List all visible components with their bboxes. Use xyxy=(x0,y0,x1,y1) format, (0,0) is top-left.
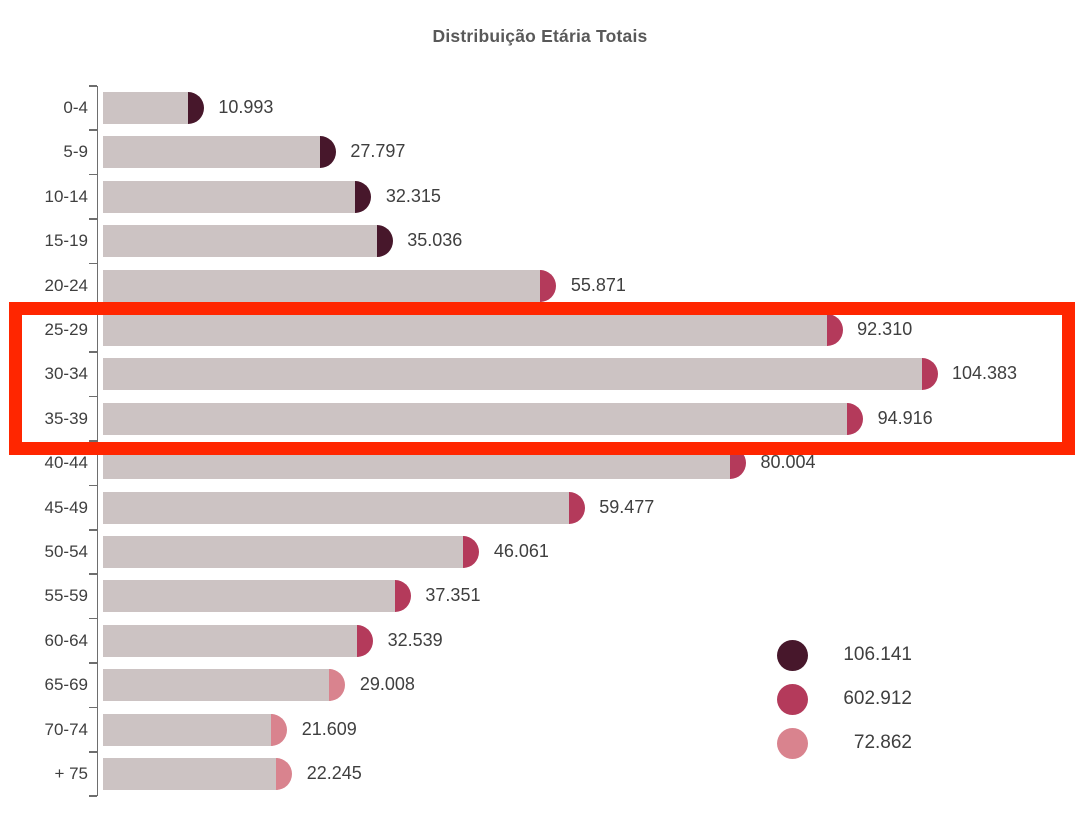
bar-cap xyxy=(463,536,480,568)
bar-cap xyxy=(921,358,938,391)
value-label: 104.383 xyxy=(952,363,1018,384)
category-label: 40-44 xyxy=(44,453,88,473)
axis-tick xyxy=(89,706,97,709)
category-label: 55-59 xyxy=(44,586,88,606)
category-label: 5-9 xyxy=(63,142,88,162)
bar xyxy=(103,580,397,613)
value-label: 92.310 xyxy=(857,319,913,339)
axis-tick xyxy=(89,262,97,265)
axis-tick xyxy=(89,573,97,575)
bar-cap xyxy=(276,758,293,790)
category-label: 60-64 xyxy=(44,630,88,650)
axis-tick xyxy=(89,795,97,797)
bar xyxy=(103,92,190,124)
axis-tick xyxy=(89,129,97,131)
bar xyxy=(103,314,829,346)
legend-swatch-dark xyxy=(777,639,808,671)
bar xyxy=(103,358,923,391)
value-label: 59.477 xyxy=(599,496,655,517)
bar-cap xyxy=(357,624,374,657)
bar xyxy=(103,180,357,213)
value-label: 21.609 xyxy=(301,718,357,739)
legend-swatch-mid xyxy=(777,683,808,715)
bar-cap xyxy=(319,136,336,169)
bar xyxy=(103,491,571,524)
category-label: 35-39 xyxy=(44,408,88,428)
axis-tick xyxy=(89,395,97,398)
bar xyxy=(103,624,359,657)
legend-value: 72.862 xyxy=(853,732,912,753)
value-label: 80.004 xyxy=(760,452,816,473)
axis-tick xyxy=(89,307,97,309)
bar-cap xyxy=(376,225,393,258)
legend: 106.141 602.912 72.862 xyxy=(777,633,912,765)
category-label: 25-29 xyxy=(44,320,88,339)
value-label: 27.797 xyxy=(350,141,406,162)
bar xyxy=(103,713,273,746)
legend-item: 602.912 xyxy=(777,677,912,721)
axis-tick xyxy=(89,662,97,664)
value-label: 29.008 xyxy=(359,674,415,695)
category-label: 10-14 xyxy=(44,186,88,206)
bar xyxy=(103,402,849,435)
value-label: 37.351 xyxy=(425,585,481,606)
axis-tick xyxy=(89,529,97,531)
bar-cap xyxy=(847,402,864,435)
bar xyxy=(103,447,732,480)
category-label: 70-74 xyxy=(44,719,88,739)
category-label: 20-24 xyxy=(44,275,88,295)
value-label: 55.871 xyxy=(570,274,626,295)
category-label: + 75 xyxy=(54,764,88,783)
value-label: 22.245 xyxy=(306,763,362,783)
legend-value: 106.141 xyxy=(843,644,912,665)
category-label: 45-49 xyxy=(44,497,88,517)
legend-value: 602.912 xyxy=(843,688,912,709)
bar-cap xyxy=(568,491,585,524)
bar xyxy=(103,136,322,169)
axis-tick xyxy=(89,85,97,87)
bar xyxy=(103,269,542,302)
bar-cap xyxy=(271,713,288,746)
value-label: 32.539 xyxy=(387,629,443,650)
axis-tick xyxy=(89,440,97,442)
value-label: 32.315 xyxy=(385,185,441,206)
category-label: 0-4 xyxy=(63,98,88,117)
axis-tick xyxy=(89,484,97,487)
axis-tick xyxy=(89,218,97,220)
value-label: 46.061 xyxy=(493,541,549,561)
value-label: 10.993 xyxy=(218,97,274,117)
legend-item: 72.862 xyxy=(777,721,912,765)
bar-cap xyxy=(187,92,204,124)
axis-tick xyxy=(89,751,97,753)
legend-item: 106.141 xyxy=(777,633,912,677)
value-label: 94.916 xyxy=(877,407,933,428)
y-axis-line xyxy=(96,85,99,797)
category-label: 15-19 xyxy=(44,231,88,251)
category-label: 30-34 xyxy=(44,364,88,384)
bar-cap xyxy=(355,180,372,213)
legend-swatch-light xyxy=(777,727,808,759)
category-label: 50-54 xyxy=(44,542,88,561)
bar xyxy=(103,669,331,702)
axis-tick xyxy=(89,351,97,353)
bar-cap xyxy=(394,580,411,613)
value-label: 35.036 xyxy=(407,230,463,251)
bar-cap xyxy=(729,447,746,480)
axis-tick xyxy=(89,173,97,176)
bar-cap xyxy=(540,269,557,302)
bar xyxy=(103,225,379,258)
bar-cap xyxy=(826,314,843,346)
bar xyxy=(103,758,278,790)
axis-tick xyxy=(89,617,97,620)
category-label: 65-69 xyxy=(44,675,88,695)
chart-title: Distribuição Etária Totais xyxy=(432,26,648,46)
bar xyxy=(103,536,465,568)
bar-cap xyxy=(329,669,346,702)
